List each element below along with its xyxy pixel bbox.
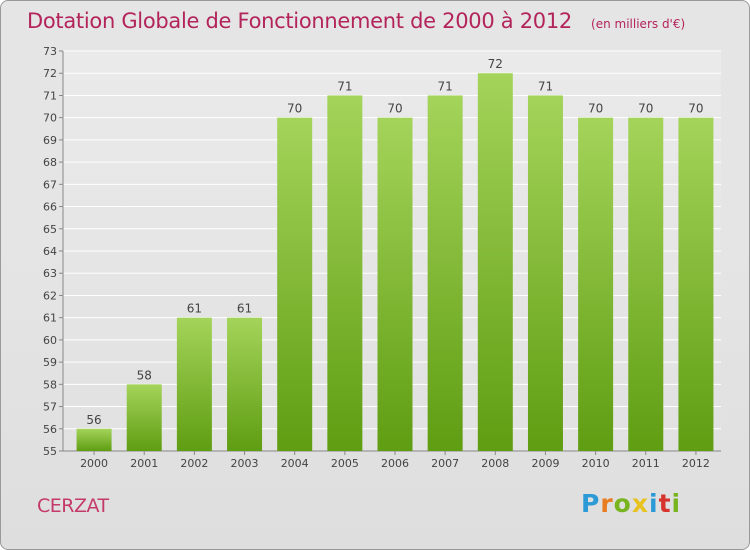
x-tick-label: 2012 [682, 457, 710, 470]
bar-2010 [578, 117, 614, 452]
bar-2006 [377, 117, 413, 452]
bar-2008 [477, 73, 513, 451]
bar-2001 [126, 384, 162, 451]
data-labels: 56 58 61 61 70 71 70 71 72 71 70 70 70 [86, 57, 703, 427]
value-label-2008: 72 [488, 57, 503, 71]
bar-2002 [176, 317, 212, 451]
bar-2007 [427, 95, 463, 451]
value-label-2010: 70 [588, 102, 603, 116]
bars [76, 73, 714, 452]
value-label-2012: 70 [688, 102, 703, 116]
x-tick-label: 2005 [331, 457, 359, 470]
value-label-2005: 71 [337, 79, 352, 93]
bar-2005 [327, 95, 363, 451]
chart-title: Dotation Globale de Fonctionnement de 20… [27, 9, 572, 33]
value-label-2006: 70 [387, 102, 402, 116]
y-tick-label: 73 [43, 45, 57, 58]
proxiti-logo[interactable]: Proxiti [581, 489, 681, 518]
y-tick-label: 58 [43, 378, 57, 391]
bar-2009 [527, 95, 563, 451]
value-label-2000: 56 [86, 413, 101, 427]
y-tick-label: 67 [43, 178, 57, 191]
y-tick-label: 55 [43, 445, 57, 458]
value-label-2001: 58 [137, 368, 152, 382]
logo-letter: t [658, 489, 672, 518]
x-tick-label: 2008 [481, 457, 509, 470]
logo-letter: i [649, 489, 659, 518]
bar-2012 [678, 117, 714, 452]
x-tick-label: 2004 [281, 457, 309, 470]
y-tick-label: 61 [43, 312, 57, 325]
y-tick-label: 72 [43, 67, 57, 80]
chart-unit: (en milliers d'€) [591, 17, 686, 31]
bar-2000 [76, 428, 112, 451]
bar-2011 [628, 117, 664, 452]
y-tick-label: 68 [43, 156, 57, 169]
x-tick-label: 2006 [381, 457, 409, 470]
x-tick-label: 2001 [130, 457, 158, 470]
value-label-2003: 61 [237, 302, 252, 316]
logo-letter: P [581, 489, 601, 518]
y-tick-label: 64 [43, 245, 57, 258]
logo-letter: o [613, 489, 632, 518]
logo-letter: r [600, 489, 614, 518]
y-tick-label: 57 [43, 401, 57, 414]
value-label-2002: 61 [187, 302, 202, 316]
x-tick-label: 2009 [531, 457, 559, 470]
value-label-2007: 71 [438, 79, 453, 93]
y-tick-label: 63 [43, 267, 57, 280]
y-tick-label: 69 [43, 134, 57, 147]
commune-name: CERZAT [37, 495, 109, 517]
x-tick-label: 2002 [180, 457, 208, 470]
title-row: Dotation Globale de Fonctionnement de 20… [27, 9, 685, 33]
y-tick-label: 70 [43, 112, 57, 125]
bar-2003 [227, 317, 263, 451]
x-tick-label: 2011 [632, 457, 660, 470]
y-tick-label: 60 [43, 334, 57, 347]
logo-letter: x [631, 489, 649, 518]
y-tick-label: 65 [43, 223, 57, 236]
y-tick-label: 71 [43, 89, 57, 102]
logo-letter: i [671, 489, 682, 518]
value-label-2004: 70 [287, 102, 302, 116]
bar-2004 [277, 117, 313, 452]
x-tick-label: 2010 [582, 457, 610, 470]
y-tick-label: 59 [43, 356, 57, 369]
y-tick-label: 66 [43, 201, 57, 214]
y-tick-label: 62 [43, 289, 57, 302]
x-tick-label: 2003 [231, 457, 259, 470]
x-tick-label: 2007 [431, 457, 459, 470]
y-tick-label: 56 [43, 423, 57, 436]
x-tick-label: 2000 [80, 457, 108, 470]
value-label-2011: 70 [638, 102, 653, 116]
value-label-2009: 71 [538, 79, 553, 93]
